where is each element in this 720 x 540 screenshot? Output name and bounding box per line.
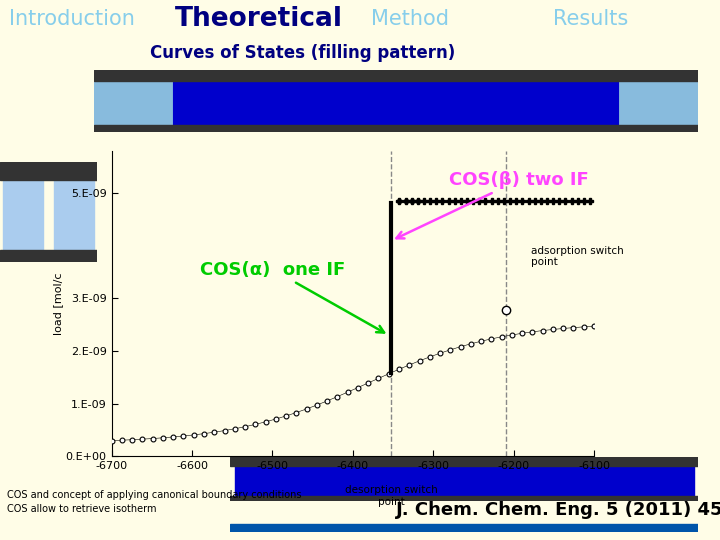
Bar (230, 524, 698, 532)
FancyBboxPatch shape (88, 81, 172, 125)
Bar (230, 457, 698, 465)
Text: Curves of States (filling pattern): Curves of States (filling pattern) (150, 44, 455, 62)
Text: Results: Results (553, 9, 628, 30)
Bar (3, 180, 42, 250)
Text: adsorption switch
point: adsorption switch point (531, 246, 624, 267)
Text: Theoretical: Theoretical (175, 6, 343, 32)
FancyBboxPatch shape (620, 81, 704, 125)
Text: J. Chem. Chem. Eng. 5 (2011) 456 - 472: J. Chem. Chem. Eng. 5 (2011) 456 - 472 (396, 502, 720, 519)
Bar (230, 496, 698, 501)
Bar (142, 82, 650, 125)
Y-axis label: load [mol/c: load [mol/c (53, 273, 63, 335)
Bar (235, 465, 694, 496)
Bar (94, 70, 698, 82)
Text: Introduction: Introduction (9, 9, 135, 30)
Text: COS allow to retrieve isotherm: COS allow to retrieve isotherm (7, 504, 157, 514)
Bar (0, 250, 97, 262)
Bar (55, 180, 94, 250)
Text: Method: Method (372, 9, 449, 30)
Text: COS and concept of applying canonical boundary conditions: COS and concept of applying canonical bo… (7, 489, 302, 500)
Bar (94, 125, 698, 132)
Bar (0, 162, 97, 180)
Text: desorption switch
point: desorption switch point (345, 485, 438, 507)
Text: COS(α)  one IF: COS(α) one IF (200, 261, 384, 333)
Text: COS(β) two IF: COS(β) two IF (397, 171, 589, 239)
